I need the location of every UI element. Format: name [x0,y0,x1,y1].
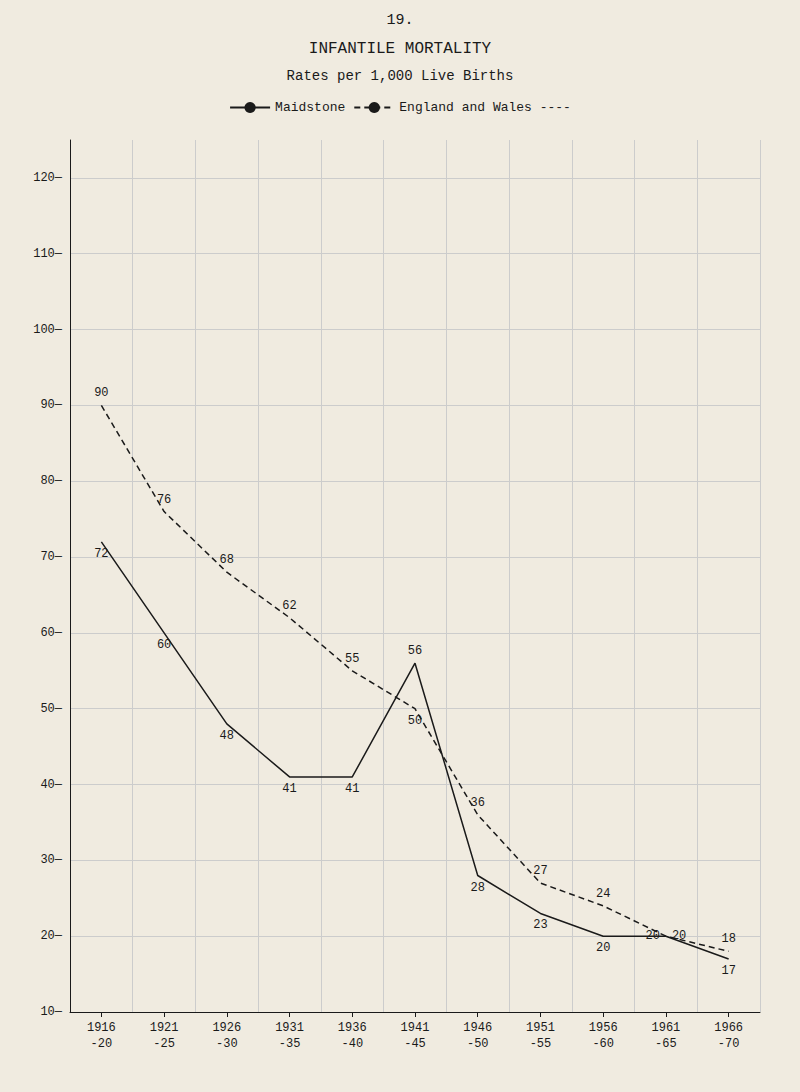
svg-text:55: 55 [345,652,359,666]
svg-text:Rates per 1,000 Live Births: Rates per 1,000 Live Births [287,68,514,84]
svg-text:Maidstone: Maidstone [275,100,345,115]
svg-text:-30: -30 [216,1037,238,1051]
svg-text:-60: -60 [592,1037,614,1051]
svg-text:1916: 1916 [87,1021,116,1035]
svg-text:80—: 80— [40,474,62,488]
svg-text:1966: 1966 [714,1021,743,1035]
svg-text:-70: -70 [718,1037,740,1051]
svg-text:90—: 90— [40,398,62,412]
svg-text:40—: 40— [40,778,62,792]
svg-text:1926: 1926 [212,1021,241,1035]
svg-text:-55: -55 [530,1037,552,1051]
svg-text:50: 50 [408,714,422,728]
svg-text:20: 20 [646,929,660,943]
svg-text:36: 36 [471,796,485,810]
svg-text:50—: 50— [40,702,62,716]
svg-text:20: 20 [596,941,610,955]
svg-text:18: 18 [721,932,735,946]
svg-text:England and Wales ----: England and Wales ---- [399,100,571,115]
svg-text:-50: -50 [467,1037,489,1051]
svg-text:48: 48 [220,729,234,743]
svg-text:1941: 1941 [401,1021,430,1035]
svg-text:41: 41 [282,782,296,796]
svg-text:INFANTILE MORTALITY: INFANTILE MORTALITY [309,40,492,58]
svg-text:23: 23 [533,918,547,932]
svg-text:28: 28 [471,881,485,895]
svg-text:100—: 100— [33,323,63,337]
svg-text:24: 24 [596,887,610,901]
svg-text:-65: -65 [655,1037,677,1051]
svg-text:10—: 10— [40,1005,62,1019]
svg-text:120—: 120— [33,171,63,185]
svg-text:76: 76 [157,493,171,507]
svg-text:1936: 1936 [338,1021,367,1035]
svg-text:56: 56 [408,644,422,658]
svg-text:62: 62 [282,599,296,613]
svg-text:-35: -35 [279,1037,301,1051]
svg-text:20: 20 [672,929,686,943]
svg-text:60—: 60— [40,626,62,640]
svg-text:-40: -40 [341,1037,363,1051]
svg-text:30—: 30— [40,853,62,867]
svg-text:1946: 1946 [463,1021,492,1035]
svg-text:-45: -45 [404,1037,426,1051]
svg-text:1951: 1951 [526,1021,555,1035]
svg-text:-20: -20 [91,1037,113,1051]
svg-text:19.: 19. [386,12,413,29]
svg-text:70—: 70— [40,550,62,564]
svg-text:41: 41 [345,782,359,796]
svg-text:1961: 1961 [652,1021,681,1035]
svg-text:60: 60 [157,638,171,652]
svg-text:1956: 1956 [589,1021,618,1035]
svg-text:68: 68 [220,553,234,567]
svg-text:110—: 110— [33,247,63,261]
svg-text:1921: 1921 [150,1021,179,1035]
svg-text:20—: 20— [40,929,62,943]
svg-text:1931: 1931 [275,1021,304,1035]
svg-text:27: 27 [533,864,547,878]
svg-text:-25: -25 [153,1037,175,1051]
svg-text:72: 72 [94,547,108,561]
svg-text:90: 90 [94,386,108,400]
svg-text:17: 17 [721,964,735,978]
